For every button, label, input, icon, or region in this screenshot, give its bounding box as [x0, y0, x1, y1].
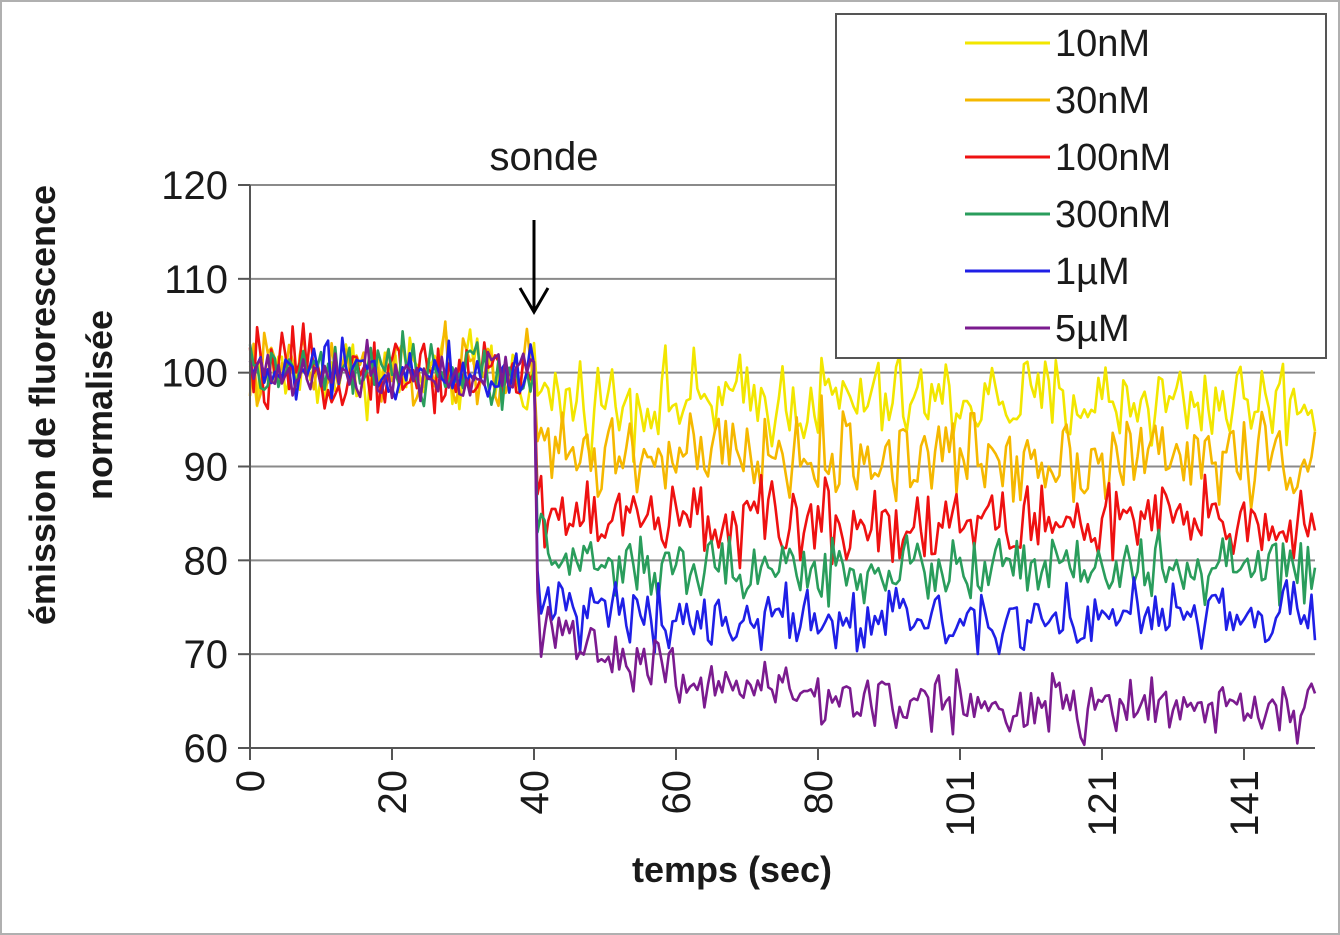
- y-tick-label: 120: [161, 164, 228, 208]
- x-tick-labels: 0 20 40 60 80 101 121 141: [229, 770, 1267, 837]
- y-axis-title-line-2: normalisée: [79, 310, 120, 500]
- y-axis-title-line-1: émission de fluorescence: [22, 185, 63, 625]
- legend-label-100nM: 100nM: [1055, 137, 1171, 179]
- legend-label-1µM: 1µM: [1055, 251, 1130, 293]
- x-tick-label: 101: [939, 770, 983, 837]
- y-tick-label: 80: [184, 539, 229, 583]
- series-line-5µM: [248, 338, 1317, 747]
- legend-box: [835, 13, 1327, 359]
- legend-label-10nM: 10nM: [1055, 23, 1150, 65]
- sonde-annotation: sonde: [490, 135, 599, 315]
- y-axis-title-2: normalisée: [79, 310, 120, 500]
- x-tick-label: 40: [513, 770, 557, 815]
- legend-label-30nM: 30nM: [1055, 80, 1150, 122]
- y-tick-label: 110: [164, 258, 228, 302]
- series-line-10nM: [248, 325, 1317, 464]
- series-line-300nM: [248, 329, 1317, 608]
- x-tick-label: 60: [655, 770, 699, 815]
- x-axis-title: temps (sec): [632, 849, 832, 890]
- legend-label-5µM: 5µM: [1055, 308, 1130, 350]
- axes: [238, 184, 1315, 760]
- y-tick-label: 100: [161, 352, 228, 396]
- x-tick-label: 121: [1081, 770, 1125, 837]
- y-axis-title: émission de fluorescence: [22, 185, 63, 625]
- x-tick-label: 80: [797, 770, 841, 815]
- x-tick-label: 20: [371, 770, 415, 815]
- sonde-label: sonde: [490, 135, 599, 179]
- series-layer: [248, 320, 1317, 747]
- y-tick-label: 70: [184, 633, 229, 677]
- y-tick-label: 90: [184, 446, 229, 490]
- y-tick-labels: 60 70 80 90 100 110 120: [161, 164, 228, 771]
- x-tick-label: 141: [1223, 770, 1267, 837]
- arrow-head-icon: [518, 287, 550, 315]
- y-tick-label: 60: [184, 727, 229, 771]
- x-tick-label: 0: [229, 770, 273, 792]
- legend-label-300nM: 300nM: [1055, 194, 1171, 236]
- legend: 10nM 30nM 100nM 300nM 1µM 5µM: [835, 13, 1327, 359]
